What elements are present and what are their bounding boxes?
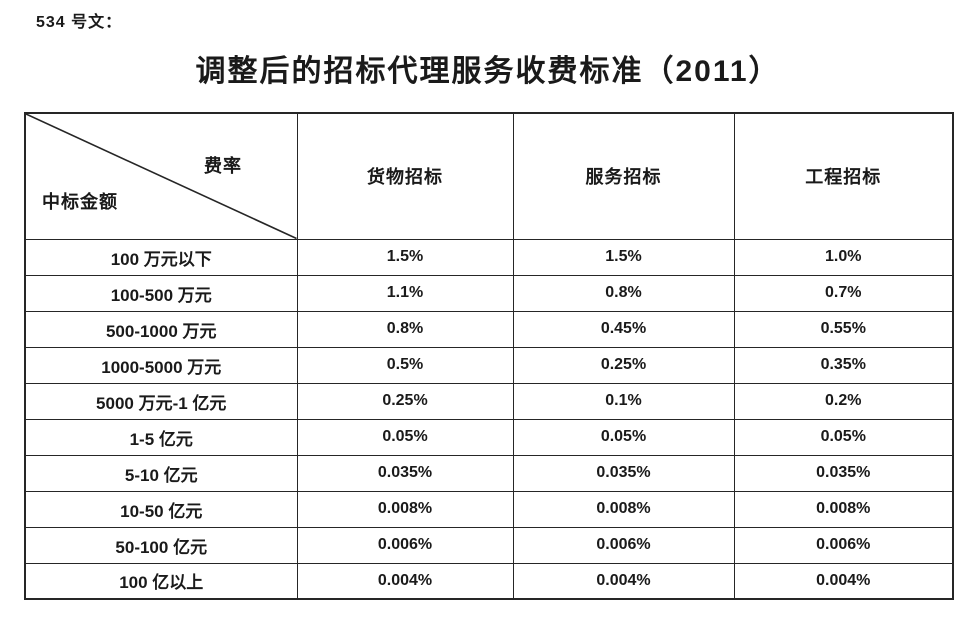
table-body: 100 万元以下 1.5% 1.5% 1.0% 100-500 万元 1.1% 0.8% 0.… [24, 238, 954, 600]
table-row: 5000 万元-1 亿元 0.25% 0.1% 0.2% [24, 382, 954, 420]
rate-value: 0.035% [733, 454, 954, 492]
fee-table: 费率 中标金额 货物招标 服务招标 工程招标 100 万元以下 1.5% 1.5% 1.0… [24, 112, 954, 600]
diagonal-line [26, 114, 297, 239]
table-row: 10-50 亿元 0.008% 0.008% 0.008% [24, 490, 954, 528]
rate-value: 0.006% [512, 526, 735, 564]
corner-label-rate: 费率 [204, 156, 242, 176]
rate-value: 0.05% [512, 418, 735, 456]
table-row: 5-10 亿元 0.035% 0.035% 0.035% [24, 454, 954, 492]
rate-value: 0.2% [733, 382, 954, 420]
rate-value: 0.006% [296, 526, 514, 564]
table-row: 1000-5000 万元 0.5% 0.25% 0.35% [24, 346, 954, 384]
rate-value: 0.004% [733, 562, 954, 600]
rate-value: 0.8% [512, 274, 735, 312]
rate-value: 0.035% [296, 454, 514, 492]
doc-ref: 534 号文： [36, 14, 123, 31]
table-row: 50-100 亿元 0.006% 0.006% 0.006% [24, 526, 954, 564]
rate-value: 1.0% [733, 238, 954, 276]
corner-label-amount: 中标金额 [42, 192, 118, 212]
rate-value: 0.25% [296, 382, 514, 420]
rate-value: 0.035% [512, 454, 735, 492]
rate-value: 0.35% [733, 346, 954, 384]
table-row: 100-500 万元 1.1% 0.8% 0.7% [24, 274, 954, 312]
table-row: 500-1000 万元 0.8% 0.45% 0.55% [24, 310, 954, 348]
row-label: 500-1000 万元 [24, 310, 298, 348]
row-label: 100 万元以下 [24, 238, 298, 276]
row-label: 100 亿以上 [24, 562, 298, 600]
column-header-1: 货物招标 [296, 112, 514, 240]
rate-value: 0.45% [512, 310, 735, 348]
row-label: 100-500 万元 [24, 274, 298, 312]
row-label: 5000 万元-1 亿元 [24, 382, 298, 420]
header-row: 费率 中标金额 货物招标 服务招标 工程招标 [24, 112, 954, 240]
table-row: 100 万元以下 1.5% 1.5% 1.0% [24, 238, 954, 276]
rate-value: 0.1% [512, 382, 735, 420]
row-label: 10-50 亿元 [24, 490, 298, 528]
row-label: 5-10 亿元 [24, 454, 298, 492]
column-header-2: 服务招标 [512, 112, 735, 240]
rate-value: 0.7% [733, 274, 954, 312]
column-header-3: 工程招标 [733, 112, 954, 240]
rate-value: 0.05% [733, 418, 954, 456]
rate-value: 0.006% [733, 526, 954, 564]
rate-value: 0.008% [296, 490, 514, 528]
rate-value: 0.8% [296, 310, 514, 348]
rate-value: 0.008% [512, 490, 735, 528]
rate-value: 0.25% [512, 346, 735, 384]
corner-cell: 费率 中标金额 [24, 112, 298, 240]
rate-value: 0.008% [733, 490, 954, 528]
rate-value: 0.05% [296, 418, 514, 456]
table-row: 100 亿以上 0.004% 0.004% 0.004% [24, 562, 954, 600]
rate-value: 0.004% [512, 562, 735, 600]
rate-value: 0.55% [733, 310, 954, 348]
row-label: 1000-5000 万元 [24, 346, 298, 384]
rate-value: 0.5% [296, 346, 514, 384]
row-label: 1-5 亿元 [24, 418, 298, 456]
rate-value: 0.004% [296, 562, 514, 600]
rate-value: 1.5% [296, 238, 514, 276]
table-row: 1-5 亿元 0.05% 0.05% 0.05% [24, 418, 954, 456]
rate-value: 1.1% [296, 274, 514, 312]
rate-value: 1.5% [512, 238, 735, 276]
row-label: 50-100 亿元 [24, 526, 298, 564]
page-title: 调整后的招标代理服务收费标准（2011） [195, 55, 781, 88]
